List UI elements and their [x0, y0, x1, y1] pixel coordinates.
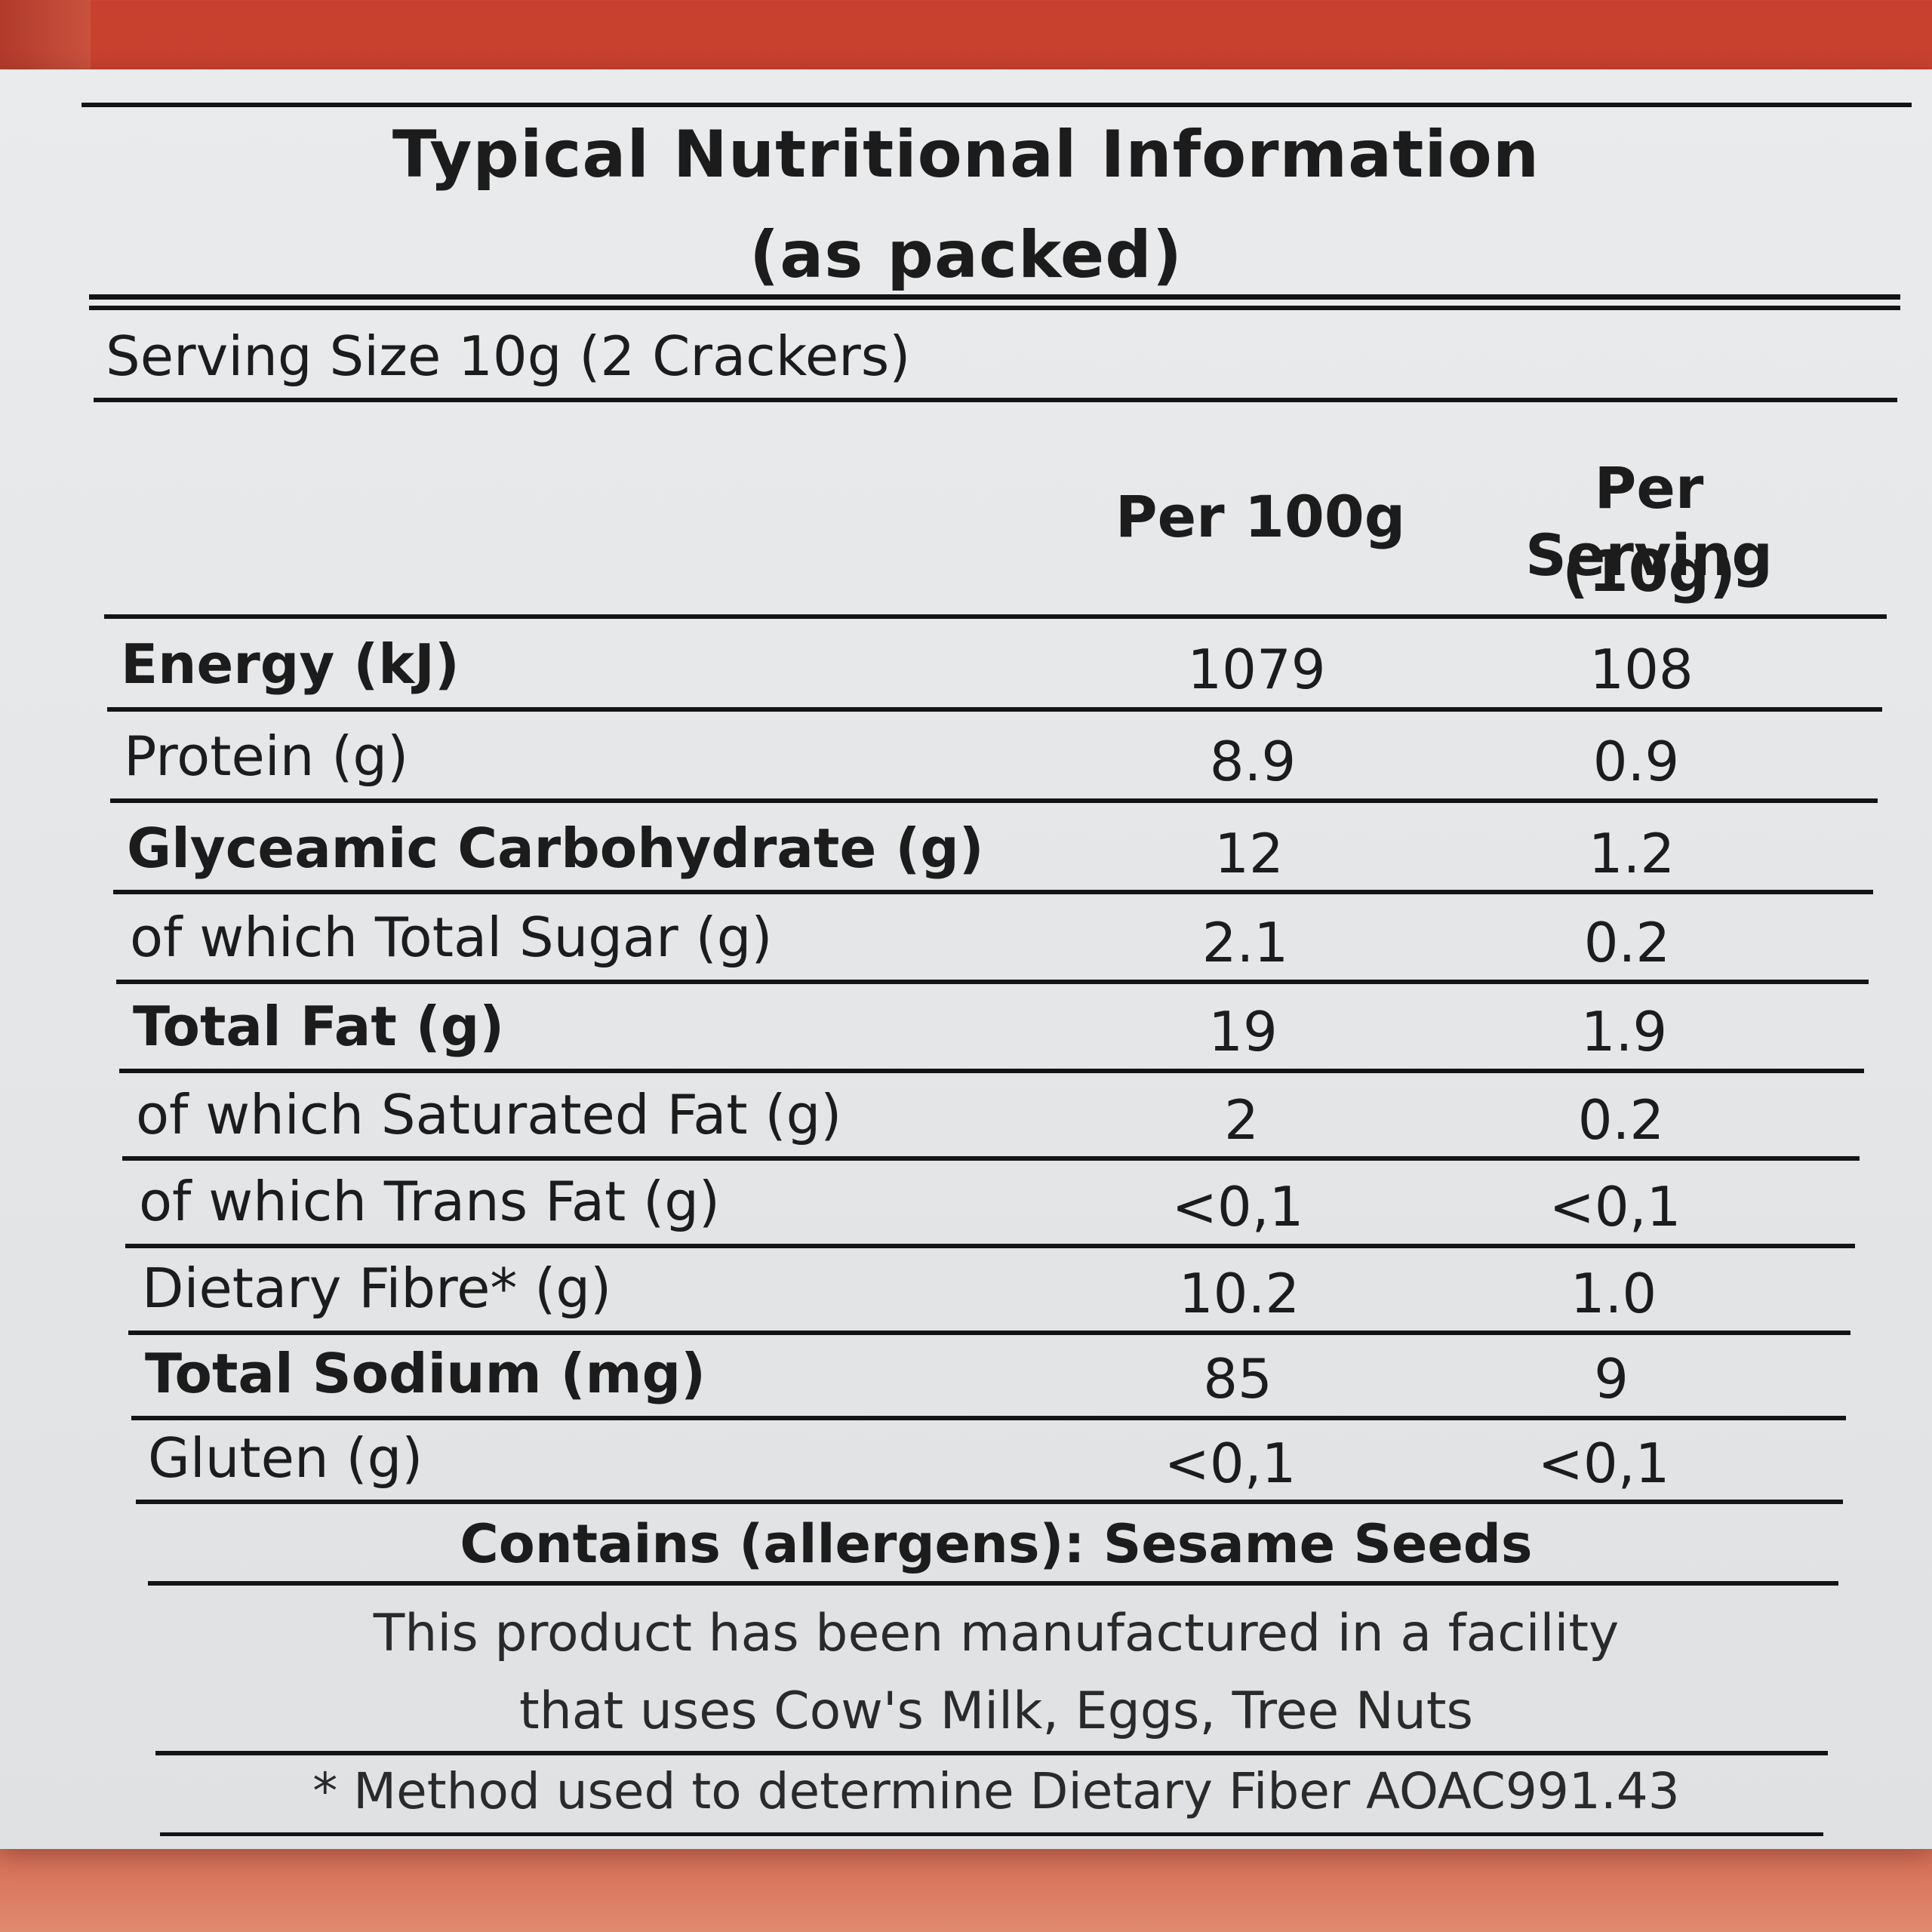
value-perserving-gluten: <0,1: [1537, 1432, 1670, 1495]
serving-size: Serving Size 10g (2 Crackers): [106, 325, 911, 388]
value-per100-energy: 1079: [1187, 638, 1326, 701]
bottom-rule: [160, 1832, 1823, 1836]
value-per100-sodium: 85: [1203, 1347, 1272, 1411]
nutrient-label-sugar: of which Total Sugar (g): [130, 906, 773, 969]
value-perserving-trans-fat: <0,1: [1549, 1175, 1681, 1238]
nutrient-label-total-fat: Total Fat (g): [133, 995, 505, 1058]
value-perserving-protein: 0.9: [1592, 730, 1680, 793]
row-rule: [113, 890, 1873, 894]
nutrient-label-carbohydrate: Glyceamic Carbohydrate (g): [127, 817, 984, 880]
nutrient-label-saturated-fat: of which Saturated Fat (g): [136, 1083, 842, 1146]
value-per100-total-fat: 19: [1208, 1000, 1278, 1063]
value-per100-saturated-fat: 2: [1224, 1088, 1259, 1152]
value-per100-sugar: 2.1: [1201, 911, 1289, 974]
column-header-per-serving: Per Serving: [1525, 454, 1773, 589]
row-rule: [110, 798, 1878, 803]
fiber-method-note: * Method used to determine Dietary Fiber…: [312, 1762, 1680, 1820]
value-perserving-saturated-fat: 0.2: [1577, 1088, 1665, 1152]
row-rule: [136, 1500, 1843, 1504]
value-perserving-carbohydrate: 1.2: [1588, 822, 1675, 885]
value-per100-dietary-fibre: 10.2: [1178, 1262, 1300, 1325]
allergens-statement: Contains (allergens): Sesame Seeds: [460, 1513, 1533, 1575]
nutrient-label-sodium: Total Sodium (mg): [145, 1342, 706, 1405]
value-per100-protein: 8.9: [1209, 730, 1297, 793]
allergen-rule: [148, 1581, 1838, 1586]
value-perserving-sugar: 0.2: [1583, 911, 1671, 974]
row-rule: [128, 1331, 1850, 1335]
value-perserving-energy: 108: [1589, 638, 1694, 701]
row-rule: [116, 980, 1869, 984]
facility-statement-line-2: that uses Cow's Milk, Eggs, Tree Nuts: [519, 1681, 1473, 1741]
header-rule: [104, 614, 1887, 619]
value-perserving-total-fat: 1.9: [1580, 1000, 1668, 1063]
title-double-rule-bottom: [89, 306, 1900, 310]
row-rule: [119, 1069, 1864, 1073]
value-per100-gluten: <0,1: [1164, 1432, 1297, 1495]
nutrition-panel: [0, 69, 1932, 1849]
panel-title: Typical Nutritional Information: [392, 117, 1540, 192]
value-per100-carbohydrate: 12: [1214, 822, 1284, 885]
box-bottom-edge: [0, 1845, 1932, 1932]
nutrient-label-dietary-fibre: Dietary Fibre* (g): [142, 1257, 612, 1320]
row-rule: [125, 1244, 1855, 1248]
value-per100-trans-fat: <0,1: [1171, 1175, 1304, 1238]
serving-rule: [94, 398, 1897, 402]
facility-statement-line-1: This product has been manufactured in a …: [373, 1604, 1620, 1663]
row-rule: [107, 707, 1882, 712]
top-rule: [82, 103, 1912, 107]
nutrient-label-gluten: Gluten (g): [148, 1426, 423, 1490]
column-header-per-100g: Per 100g: [1115, 483, 1406, 550]
row-rule: [131, 1416, 1846, 1420]
value-perserving-dietary-fibre: 1.0: [1570, 1262, 1657, 1325]
nutrient-label-protein: Protein (g): [124, 724, 409, 788]
panel-subtitle: (as packed): [749, 217, 1183, 293]
nutrient-label-trans-fat: of which Trans Fat (g): [139, 1170, 720, 1233]
column-header-per-serving-size: (10g): [1562, 537, 1736, 605]
facility-rule: [155, 1751, 1828, 1755]
value-perserving-sodium: 9: [1594, 1347, 1629, 1411]
row-rule: [122, 1156, 1860, 1161]
title-double-rule-top: [89, 294, 1900, 300]
nutrient-label-energy: Energy (kJ): [121, 632, 460, 696]
